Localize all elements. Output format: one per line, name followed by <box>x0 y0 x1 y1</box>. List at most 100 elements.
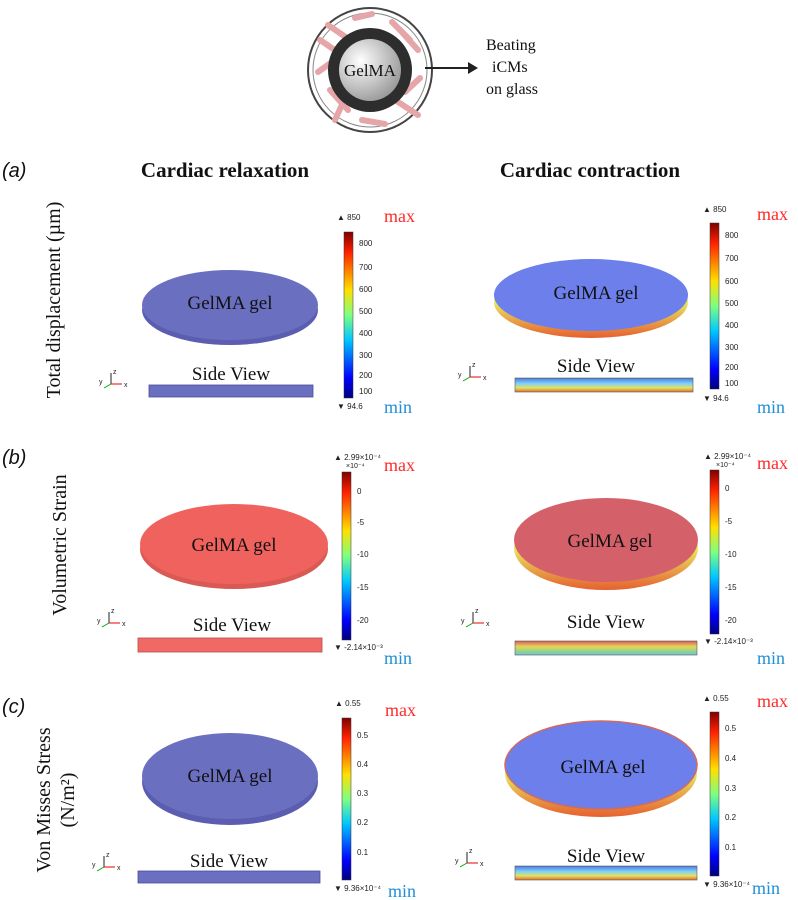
scale-tick: 300 <box>359 351 373 360</box>
scale-bottom-label: ▼ -2.14×10⁻³ <box>704 637 753 646</box>
svg-text:z: z <box>113 369 117 376</box>
panel-ylabel: Volumetric Strain <box>49 474 71 615</box>
max-label: max <box>384 206 415 226</box>
scale-bar <box>709 711 720 877</box>
gelma-core-label: GelMA <box>344 61 397 80</box>
scale-exponent-label: ×10⁻⁴ <box>716 462 735 469</box>
scale-tick: 400 <box>725 321 739 330</box>
scale-tick: 0 <box>725 484 730 493</box>
svg-text:x: x <box>124 382 128 389</box>
scale-tick: 0.1 <box>357 848 369 857</box>
side-view-label: Side View <box>192 364 270 385</box>
panel-ylabel-line-1: Von Misses Stress <box>33 727 55 872</box>
svg-text:y: y <box>97 618 101 625</box>
panel-ylabel-line-2: (N/m²) <box>57 773 79 828</box>
scale-exponent-label: ×10⁻⁴ <box>346 463 365 470</box>
scale-tick: -15 <box>357 583 369 592</box>
axis-triad: z y x <box>458 362 487 382</box>
svg-text:z: z <box>111 608 115 615</box>
max-label: max <box>757 204 788 224</box>
side-view-bar <box>514 865 698 881</box>
scale-bottom-label: ▼ 94.6 <box>703 394 729 403</box>
color-scale: ▲ 0.55 0.5 0.4 0.3 0.2 0.1 ▼ 9.36×10⁻⁴ m… <box>703 691 788 898</box>
scale-tick: 0.3 <box>357 789 369 798</box>
gel-label: GelMA gel <box>188 766 273 787</box>
scale-tick: -5 <box>357 518 365 527</box>
svg-text:x: x <box>480 861 484 868</box>
side-view-label: Side View <box>190 851 268 872</box>
header-schematic: GelMA Beating iCMs on glass <box>307 7 538 133</box>
scale-top-label: ▲ 850 <box>337 213 361 222</box>
svg-text:z: z <box>106 852 110 859</box>
scale-tick: 0.5 <box>725 724 737 733</box>
axis-triad: z y x <box>99 369 128 389</box>
min-label: min <box>388 881 416 900</box>
svg-text:x: x <box>122 621 126 628</box>
side-view-bar <box>137 637 323 653</box>
svg-text:x: x <box>483 375 487 382</box>
scale-tick: 300 <box>725 343 739 352</box>
scale-tick: 0.1 <box>725 843 737 852</box>
panel-c: (c) Von Misses Stress (N/m²) GelMA gel S… <box>2 691 788 900</box>
scale-tick: 800 <box>725 231 739 240</box>
gel-label: GelMA gel <box>568 531 653 552</box>
scale-top-label: ▲ 2.99×10⁻⁴ <box>334 453 382 462</box>
axis-triad: z y x <box>97 608 126 628</box>
gel-label: GelMA gel <box>188 293 273 314</box>
gel-disk <box>142 733 318 819</box>
axis-triad: z y x <box>461 608 490 628</box>
gel-disk <box>494 259 688 331</box>
scale-tick: -15 <box>725 583 737 592</box>
color-scale: ▲ 850 800 700 600 500 400 300 200 100 ▼ … <box>703 204 788 417</box>
axis-triad: z y x <box>92 852 121 872</box>
max-label: max <box>385 700 416 720</box>
side-view-bar <box>137 870 321 884</box>
gel-disk <box>505 721 697 809</box>
arrow-label-line-1: Beating <box>486 37 536 54</box>
scale-bar <box>709 222 720 390</box>
side-view-label: Side View <box>557 356 635 377</box>
scale-top-label: ▲ 0.55 <box>703 694 729 703</box>
color-scale: ▲ 850 800 700 600 500 400 300 200 100 ▼ … <box>337 206 415 417</box>
scale-tick: 700 <box>359 263 373 272</box>
color-scale: ▲ 0.55 0.5 0.4 0.3 0.2 0.1 ▼ 9.36×10⁻⁴ m… <box>334 699 416 900</box>
scale-bottom-label: ▼ 94.6 <box>337 402 363 411</box>
scale-top-label: ▲ 2.99×10⁻⁴ <box>704 452 752 461</box>
scale-tick: 0.4 <box>725 754 737 763</box>
panel-letter: (b) <box>2 447 26 469</box>
max-label: max <box>384 455 415 475</box>
arrow-label-line-2: iCMs <box>492 59 528 76</box>
scale-tick: 200 <box>359 371 373 380</box>
column-title-contraction: Cardiac contraction <box>500 158 681 182</box>
scale-tick: 600 <box>359 285 373 294</box>
scale-bar <box>343 231 354 399</box>
arrow-head <box>468 62 478 74</box>
scale-tick: 0.4 <box>357 760 369 769</box>
scale-tick: 700 <box>725 254 739 263</box>
scale-tick: 0 <box>357 487 362 496</box>
scale-tick: 100 <box>725 379 739 388</box>
color-scale: ▲ 2.99×10⁻⁴ ×10⁻⁴ 0 -5 -10 -15 -20 ▼ -2.… <box>334 453 415 668</box>
scale-bar <box>709 469 720 635</box>
min-label: min <box>384 648 412 668</box>
scale-tick: 200 <box>725 363 739 372</box>
scale-tick: 600 <box>725 277 739 286</box>
svg-text:y: y <box>99 379 103 386</box>
panel-letter: (a) <box>2 160 26 182</box>
scale-bottom-label: ▼ 9.36×10⁻⁴ <box>703 880 751 889</box>
svg-text:x: x <box>486 621 490 628</box>
scale-bar <box>341 717 352 881</box>
side-view-label: Side View <box>567 612 645 633</box>
color-scale: ▲ 2.99×10⁻⁴ ×10⁻⁴ 0 -5 -10 -15 -20 ▼ -2.… <box>704 452 788 668</box>
side-view-label: Side View <box>193 615 271 636</box>
scale-tick: -20 <box>725 616 737 625</box>
side-view-bar <box>148 384 314 398</box>
scale-tick: -20 <box>357 616 369 625</box>
scale-tick: 500 <box>725 299 739 308</box>
axis-triad: z y x <box>455 848 484 868</box>
svg-text:z: z <box>475 608 479 615</box>
gel-disk-rim-outline <box>504 720 698 810</box>
panel-ylabel: Total displacement (µm) <box>43 202 65 399</box>
scale-bottom-label: ▼ 9.36×10⁻⁴ <box>334 884 382 893</box>
